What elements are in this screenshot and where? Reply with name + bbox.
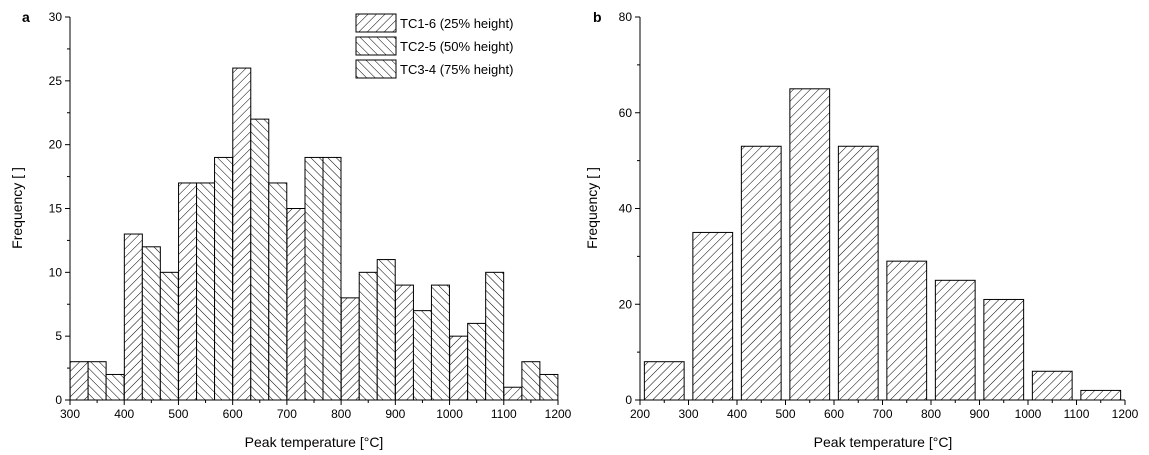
x-axis-title-a: Peak temperature [°C] xyxy=(245,434,384,450)
x-tick-label-b-1000: 1000 xyxy=(1015,407,1042,421)
bar-b-200 xyxy=(643,361,685,401)
y-tick-label-a-0: 0 xyxy=(55,393,62,407)
y-tick-label-a-10: 10 xyxy=(49,265,63,279)
bar-b-600 xyxy=(837,145,879,401)
legend-a: TC1-6 (25% height) TC2-5 (50% height) TC… xyxy=(355,13,513,79)
x-tick-label-a-1200: 1200 xyxy=(545,407,572,421)
x-tick-label-b-200: 200 xyxy=(630,407,650,421)
bar-a-s2-800 xyxy=(358,271,378,401)
y-tick-label-b-80: 80 xyxy=(619,10,633,24)
y-tick-label-b-20: 20 xyxy=(619,297,633,311)
x-axis-title-b: Peak temperature [°C] xyxy=(814,434,953,450)
x-tick-label-a-1100: 1100 xyxy=(491,407,517,421)
y-axis-title-a: Frequency [ ] xyxy=(9,167,25,249)
x-tick-label-b-800: 800 xyxy=(921,407,941,421)
chart-panel-a: a Peak temperature [°C] Frequency [ ] 30… xyxy=(9,9,572,450)
bars-b xyxy=(643,88,1122,401)
legend-label-tc3-4: TC3-4 (75% height) xyxy=(400,62,513,77)
x-tick-label-a-400: 400 xyxy=(114,407,134,421)
bar-b-300 xyxy=(692,231,734,401)
x-tick-label-b-300: 300 xyxy=(678,407,698,421)
bar-b-1100 xyxy=(1080,389,1122,401)
bar-a-s3-900 xyxy=(430,284,450,401)
bar-a-s2-500 xyxy=(196,182,216,401)
bar-a-s3-300 xyxy=(105,373,125,401)
bar-a-s2-900 xyxy=(412,310,432,401)
bar-b-800 xyxy=(934,279,976,401)
x-tick-label-a-700: 700 xyxy=(277,407,297,421)
legend-label-tc1-6: TC1-6 (25% height) xyxy=(400,16,513,31)
x-tick-label-b-900: 900 xyxy=(969,407,989,421)
x-tick-label-a-500: 500 xyxy=(168,407,188,421)
x-tick-label-a-600: 600 xyxy=(223,407,243,421)
bar-a-s1-400 xyxy=(123,233,143,401)
x-tick-label-b-1100: 1100 xyxy=(1064,407,1090,421)
x-tick-label-b-1200: 1200 xyxy=(1112,407,1139,421)
bar-a-s1-800 xyxy=(340,297,360,401)
chart-panel-b: b Peak temperature [°C] Frequency [ ] 20… xyxy=(584,9,1139,450)
bar-a-s1-600 xyxy=(232,67,252,401)
bar-a-s1-700 xyxy=(286,208,306,401)
bar-a-s2-700 xyxy=(304,156,324,401)
y-axis-title-b: Frequency [ ] xyxy=(584,167,600,249)
x-tick-label-a-1000: 1000 xyxy=(436,407,463,421)
legend-swatch-tc1-6 xyxy=(355,13,397,33)
bar-a-s3-800 xyxy=(376,259,396,401)
bar-a-s2-1000 xyxy=(467,322,487,401)
x-tick-label-b-400: 400 xyxy=(727,407,747,421)
y-tick-label-b-0: 0 xyxy=(625,393,632,407)
panel-label-a: a xyxy=(22,9,30,25)
bar-a-s2-600 xyxy=(250,118,270,401)
bar-a-s3-500 xyxy=(214,156,234,401)
y-tick-label-a-15: 15 xyxy=(49,202,63,216)
bar-b-700 xyxy=(886,260,928,401)
bar-b-500 xyxy=(789,88,831,401)
bar-a-s2-1100 xyxy=(521,361,541,401)
axes-b: 200 300 400 500 600 700 800 900 1000 1100 1200 0 20 4… xyxy=(619,10,1139,421)
x-tick-label-a-800: 800 xyxy=(331,407,351,421)
y-tick-label-a-5: 5 xyxy=(55,329,62,343)
bar-a-s2-300 xyxy=(87,361,107,401)
y-tick-label-a-25: 25 xyxy=(49,74,63,88)
bar-a-s1-1100 xyxy=(503,386,523,401)
x-tick-label-a-900: 900 xyxy=(385,407,405,421)
bar-a-s3-400 xyxy=(159,271,179,401)
legend-label-tc2-5: TC2-5 (50% height) xyxy=(400,39,513,54)
bars-a xyxy=(69,67,559,401)
bar-b-400 xyxy=(740,145,782,401)
bar-a-s3-1000 xyxy=(485,271,505,401)
legend-swatch-tc3-4 xyxy=(355,59,397,79)
bar-a-s1-300 xyxy=(69,361,89,401)
x-tick-label-b-700: 700 xyxy=(872,407,892,421)
legend-swatch-tc2-5 xyxy=(355,36,397,56)
y-tick-label-a-30: 30 xyxy=(49,10,63,24)
bar-a-s1-900 xyxy=(394,284,414,401)
y-tick-label-b-60: 60 xyxy=(619,106,633,120)
y-tick-label-a-20: 20 xyxy=(49,138,63,152)
panel-label-b: b xyxy=(593,9,602,25)
bar-a-s2-400 xyxy=(141,246,161,401)
bar-b-1000 xyxy=(1031,370,1073,401)
bar-a-s3-700 xyxy=(322,156,342,401)
bar-b-900 xyxy=(983,298,1025,401)
bar-a-s3-600 xyxy=(268,182,288,401)
y-tick-label-b-40: 40 xyxy=(619,202,633,216)
bar-a-s3-1100 xyxy=(539,373,559,401)
x-tick-label-b-600: 600 xyxy=(824,407,844,421)
x-tick-label-a-300: 300 xyxy=(60,407,80,421)
x-tick-label-b-500: 500 xyxy=(775,407,795,421)
axes-a: 300 400 500 600 700 800 900 1000 1100 1200 0 5 10 15 2… xyxy=(49,10,572,421)
bar-a-s1-500 xyxy=(178,182,198,401)
bar-a-s1-1000 xyxy=(449,335,469,401)
